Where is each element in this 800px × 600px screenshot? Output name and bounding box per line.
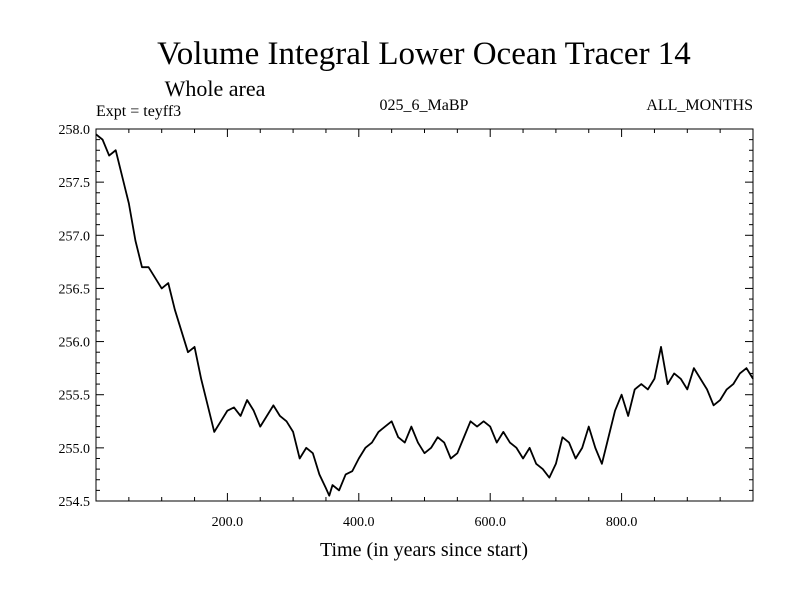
x-axis: 200.0 400.0 600.0 800.0 — [128, 129, 721, 530]
y-axis: 254.5 255.0 255.5 256.0 256.5 257.0 257.5 258.0 — [59, 123, 753, 510]
x-tick-label: 800.0 — [606, 515, 638, 530]
y-tick-label: 256.0 — [59, 336, 91, 351]
chart-title: Volume Integral Lower Ocean Tracer 14 — [157, 36, 691, 72]
series-line — [95, 133, 754, 497]
x-axis-label: Time (in years since start) — [320, 539, 528, 561]
x-tick-label: 200.0 — [212, 515, 244, 530]
y-tick-label: 256.5 — [59, 282, 91, 297]
x-tick-label: 600.0 — [474, 515, 506, 530]
y-tick-label: 257.0 — [59, 229, 91, 244]
plot-frame — [95, 128, 754, 502]
chart-subtitle: Whole area — [165, 76, 266, 101]
y-tick-label: 255.5 — [59, 389, 91, 404]
x-tick-label: 400.0 — [343, 515, 375, 530]
period-label: 025_6_MaBP — [380, 97, 469, 114]
y-tick-label: 254.5 — [59, 495, 91, 510]
experiment-label: Expt = teyff3 — [96, 103, 181, 120]
y-tick-label: 255.0 — [59, 442, 91, 457]
months-label: ALL_MONTHS — [646, 97, 753, 114]
y-tick-label: 258.0 — [59, 123, 91, 138]
y-tick-label: 257.5 — [59, 176, 91, 191]
